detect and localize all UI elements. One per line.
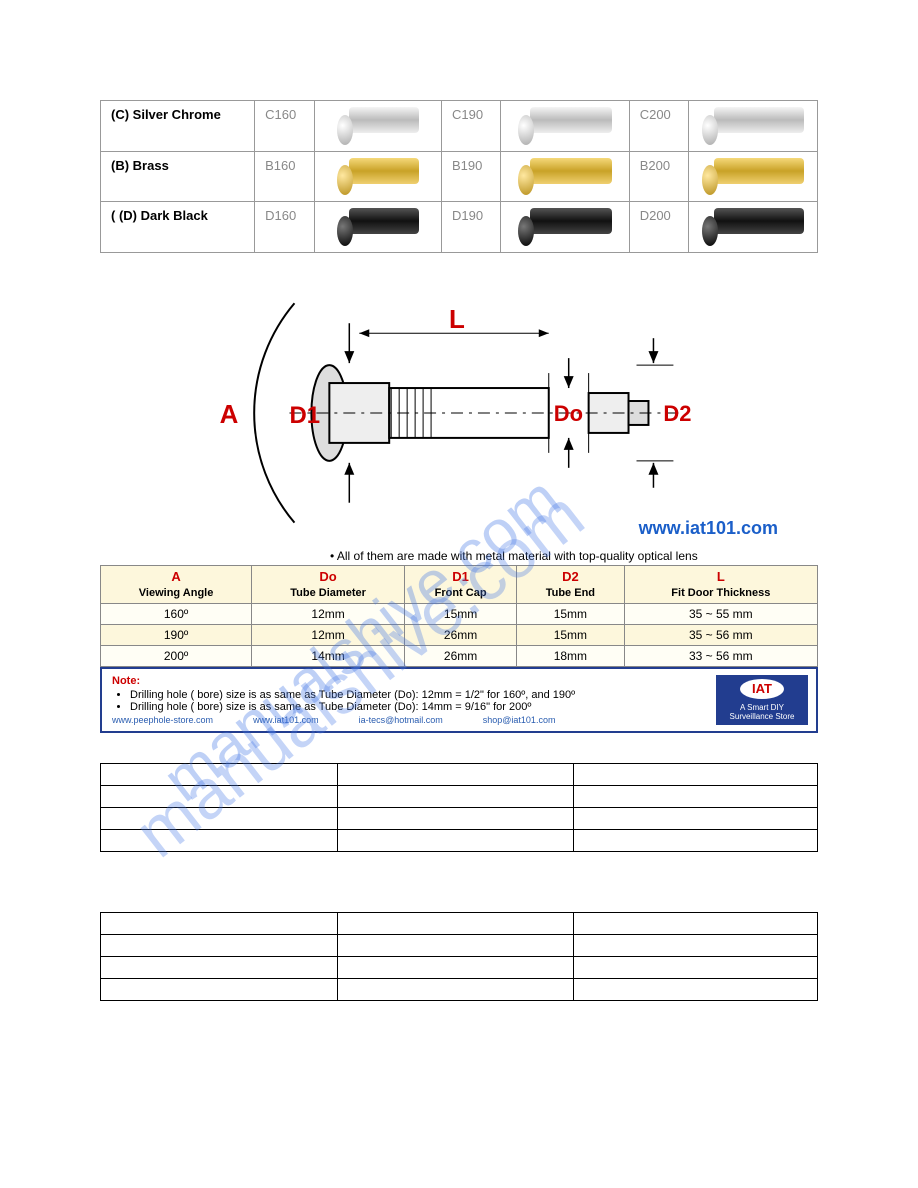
product-image — [689, 101, 818, 152]
brand-badge: IAT A Smart DIY Surveillance Store — [716, 675, 808, 725]
product-finish-table: (C) Silver ChromeC160C190C200(B) BrassB1… — [100, 100, 818, 253]
footer-link: shop@iat101.com — [483, 715, 556, 725]
product-image — [501, 101, 629, 152]
spec-table: AViewing AngleDoTube DiameterD1Front Cap… — [100, 565, 818, 667]
spec-header: AViewing Angle — [101, 565, 252, 603]
label-D2: D2 — [663, 401, 691, 426]
spec-cell: 35 ~ 56 mm — [624, 624, 817, 645]
footer-link: www.iat101.com — [253, 715, 319, 725]
product-code: B200 — [629, 151, 688, 202]
product-image — [314, 202, 441, 253]
spec-header: D2Tube End — [517, 565, 625, 603]
spec-cell: 12mm — [252, 603, 405, 624]
product-code: B190 — [442, 151, 501, 202]
badge-tagline: A Smart DIY Surveillance Store — [720, 703, 804, 721]
product-code: D190 — [442, 202, 501, 253]
spec-cell: 33 ~ 56 mm — [624, 645, 817, 666]
footer-link: www.peephole-store.com — [112, 715, 213, 725]
label-D1: D1 — [289, 402, 320, 429]
label-A: A — [220, 401, 239, 429]
product-code: D160 — [255, 202, 314, 253]
product-code: C200 — [629, 101, 688, 152]
material-note: • All of them are made with metal materi… — [330, 549, 818, 563]
finish-label: (C) Silver Chrome — [101, 101, 255, 152]
spec-cell: 15mm — [517, 603, 625, 624]
document-page: (C) Silver ChromeC160C190C200(B) BrassB1… — [0, 0, 918, 1041]
empty-table-2 — [100, 912, 818, 1001]
product-code: C190 — [442, 101, 501, 152]
dimension-diagram: A D1 L Do D2 www.iat101.com — [100, 263, 818, 543]
spec-cell: 15mm — [517, 624, 625, 645]
diagram-url: www.iat101.com — [639, 518, 778, 539]
iat-logo-icon: IAT — [740, 679, 784, 699]
spec-header: D1Front Cap — [405, 565, 517, 603]
spec-header: DoTube Diameter — [252, 565, 405, 603]
spec-cell: 14mm — [252, 645, 405, 666]
label-L: L — [449, 306, 465, 334]
spec-cell: 15mm — [405, 603, 517, 624]
label-Do: Do — [554, 401, 583, 426]
finish-label: ( (D) Dark Black — [101, 202, 255, 253]
spec-cell: 160º — [101, 603, 252, 624]
spec-cell: 35 ~ 55 mm — [624, 603, 817, 624]
product-code: B160 — [255, 151, 314, 202]
note-bullet: Drilling hole ( bore) size is as same as… — [130, 701, 806, 713]
finish-label: (B) Brass — [101, 151, 255, 202]
spec-cell: 18mm — [517, 645, 625, 666]
product-image — [501, 151, 629, 202]
product-code: C160 — [255, 101, 314, 152]
note-bullet: Drilling hole ( bore) size is as same as… — [130, 689, 806, 701]
spec-cell: 26mm — [405, 624, 517, 645]
product-code: D200 — [629, 202, 688, 253]
spec-cell: 190º — [101, 624, 252, 645]
product-image — [314, 151, 441, 202]
product-image — [314, 101, 441, 152]
footer-note-box: Note: Drilling hole ( bore) size is as s… — [100, 667, 818, 733]
product-image — [689, 202, 818, 253]
empty-table-1 — [100, 763, 818, 852]
footer-link: ia-tecs@hotmail.com — [359, 715, 443, 725]
spec-header: LFit Door Thickness — [624, 565, 817, 603]
spec-cell: 26mm — [405, 645, 517, 666]
note-title: Note: — [112, 675, 806, 687]
spec-cell: 12mm — [252, 624, 405, 645]
product-image — [689, 151, 818, 202]
product-image — [501, 202, 629, 253]
spec-cell: 200º — [101, 645, 252, 666]
